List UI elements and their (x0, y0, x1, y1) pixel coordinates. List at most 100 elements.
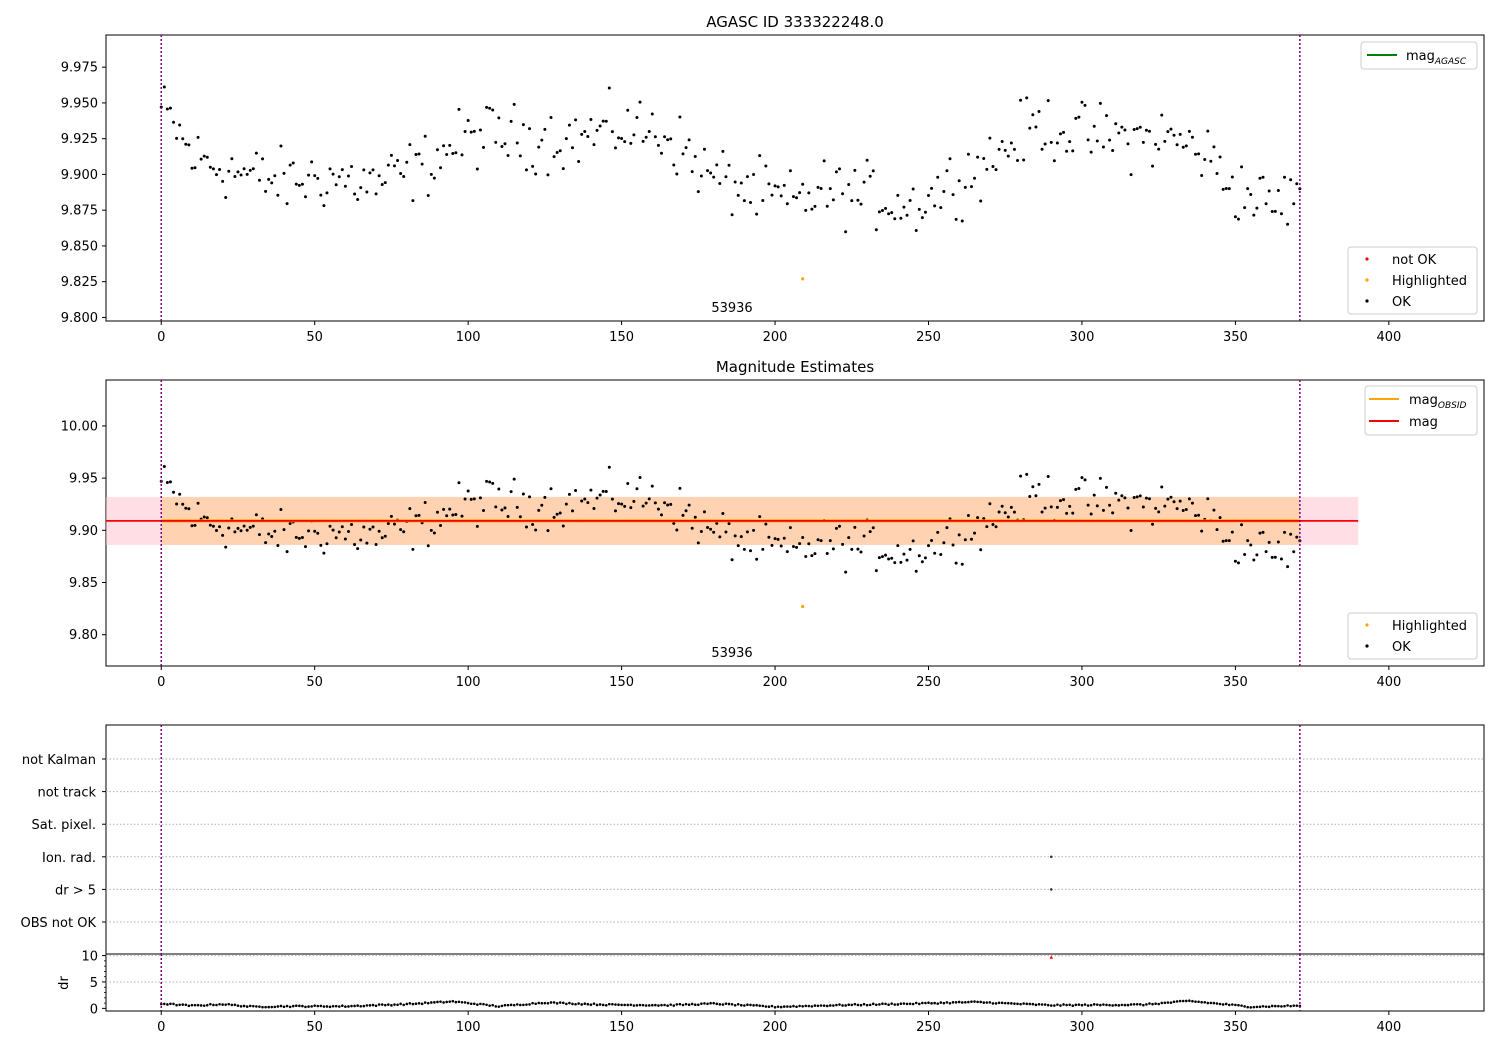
ok-point (165, 107, 169, 111)
ok-point (313, 174, 317, 178)
dr-point (1010, 1002, 1013, 1005)
ok-point (162, 464, 166, 468)
ok-point (221, 179, 225, 183)
dr-point (331, 1004, 335, 1008)
ok-point (641, 139, 645, 143)
ok-point (902, 552, 906, 556)
dr-point (675, 1003, 679, 1006)
ok-point (1065, 511, 1069, 515)
ok-point (1212, 508, 1216, 512)
ok-point (528, 127, 532, 131)
dr-point (245, 1005, 249, 1008)
ok-point (264, 541, 268, 545)
ok-point (506, 153, 510, 157)
ok-point (291, 161, 295, 165)
ok-point (791, 545, 795, 549)
dr-point (506, 1003, 510, 1007)
ok-point (945, 526, 949, 530)
ok-point (377, 174, 381, 178)
dr-point (261, 1005, 264, 1009)
ok-point (795, 196, 799, 200)
x-tick-label: 0 (157, 675, 165, 690)
ok-point (638, 100, 642, 104)
dr-point (531, 1001, 534, 1005)
ok-point (1264, 550, 1268, 554)
ok-point (383, 534, 387, 538)
ok-point (807, 542, 811, 546)
dr-point (1243, 1005, 1246, 1008)
ok-point (540, 503, 544, 507)
ok-point (982, 517, 986, 521)
dr-point (678, 1002, 682, 1006)
ok-point (647, 129, 651, 133)
ok-point (911, 539, 915, 543)
ok-point (460, 514, 464, 518)
dr-point (997, 1001, 1001, 1005)
ok-point (445, 152, 449, 156)
ok-point (874, 228, 878, 232)
dr-point (500, 1004, 504, 1008)
y-tick-label: 5 (90, 976, 98, 991)
dr-point (697, 1003, 700, 1007)
ok-point (561, 524, 565, 528)
dr-point (936, 1002, 940, 1005)
ok-point (567, 492, 571, 496)
ok-point (531, 522, 535, 526)
ok-point (1289, 532, 1293, 536)
ok-point (1283, 175, 1287, 179)
ok-point (715, 521, 719, 525)
ok-point (690, 526, 694, 530)
y-tick-label: 9.925 (61, 132, 98, 147)
ok-point (1040, 510, 1044, 514)
dr-point (816, 1004, 820, 1008)
ok-point (733, 534, 737, 538)
dr-point (1224, 1002, 1228, 1006)
ok-point (1276, 540, 1280, 544)
ok-point (540, 138, 544, 142)
dr-point (896, 1003, 900, 1006)
dr-point (905, 1002, 909, 1006)
ok-point (693, 515, 697, 519)
dr-point (709, 1001, 712, 1005)
dr-point (169, 1002, 172, 1006)
ok-point (500, 508, 504, 512)
ok-point (1221, 539, 1225, 543)
dr-point (1028, 1002, 1032, 1006)
ok-point (442, 144, 446, 148)
dr-point (1221, 1003, 1225, 1006)
ok-point (1025, 472, 1029, 476)
dr-point (1292, 1004, 1296, 1007)
dr-point (629, 1003, 633, 1007)
ok-point (1154, 506, 1158, 510)
ok-point (261, 157, 265, 161)
ok-point (905, 558, 909, 562)
ok-point (221, 533, 225, 537)
ok-point (1279, 212, 1283, 216)
dr-point (377, 1003, 381, 1006)
ok-point (841, 542, 845, 546)
dr-point (1053, 1004, 1056, 1007)
dr-point (294, 1004, 298, 1007)
ok-point (497, 116, 501, 120)
ok-point (877, 556, 881, 560)
ok-point (1273, 209, 1277, 213)
ok-point (282, 528, 286, 532)
ok-point (242, 524, 246, 528)
ok-point (770, 543, 774, 547)
ok-point (1286, 222, 1290, 226)
dr-point (917, 1002, 921, 1006)
dr-point (181, 1003, 185, 1006)
ok-point (386, 522, 390, 526)
ok-point (463, 497, 467, 501)
ok-point (380, 183, 384, 187)
dr-point (402, 1003, 405, 1007)
ok-point (659, 151, 663, 155)
ok-point (448, 507, 452, 511)
dr-point (221, 1003, 224, 1006)
ok-point (767, 182, 771, 186)
dr-point (838, 1003, 841, 1006)
ok-point (1206, 129, 1210, 133)
dr-point (592, 1002, 596, 1005)
ok-point (991, 523, 995, 527)
dr-point (887, 1003, 890, 1006)
